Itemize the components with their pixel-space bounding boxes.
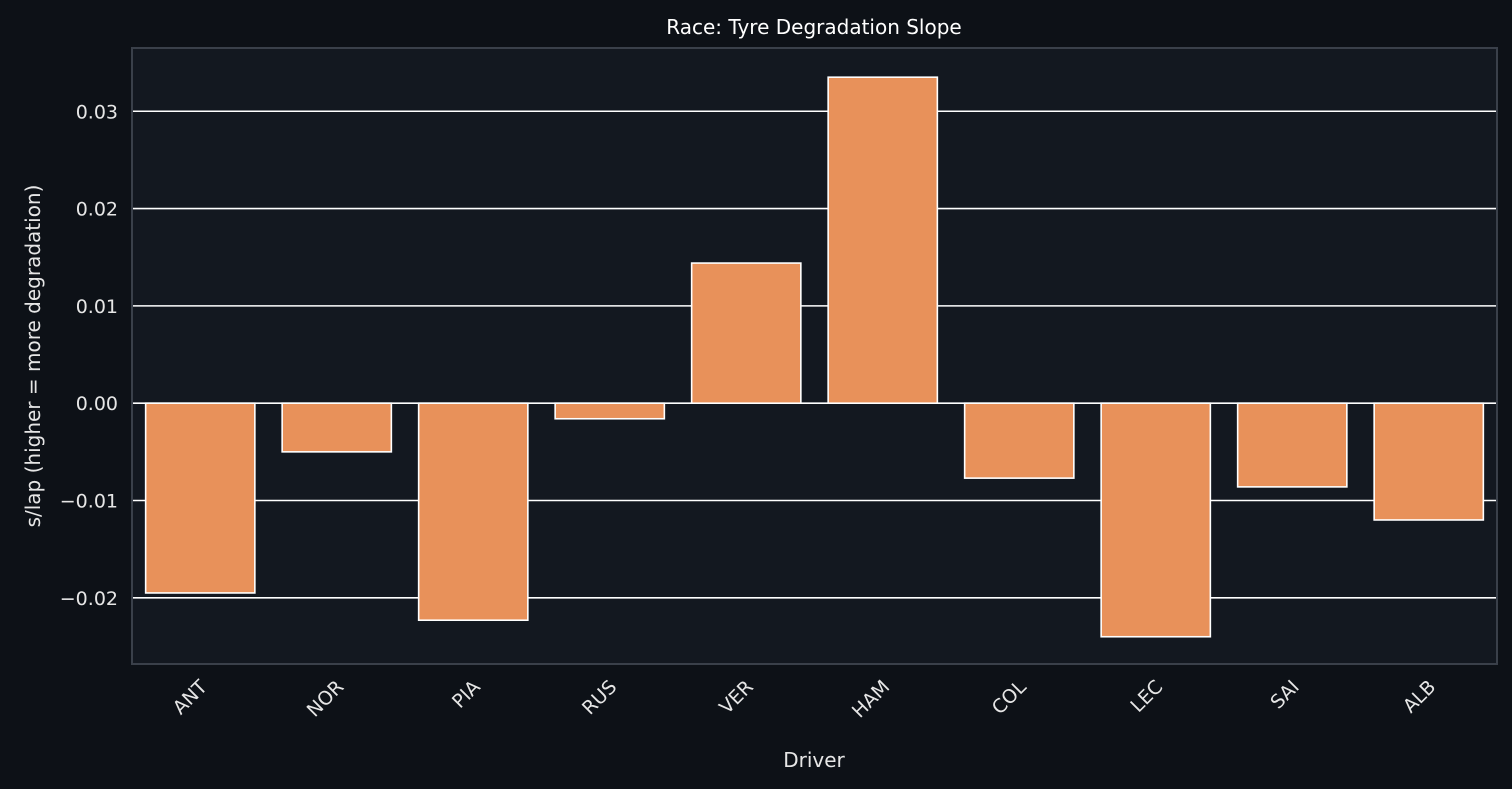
bar-ver bbox=[690, 262, 802, 404]
plot-area bbox=[132, 48, 1497, 664]
bar-nor bbox=[281, 402, 393, 453]
y-tick-label: 0.01 bbox=[76, 296, 118, 318]
y-tick-label: −0.02 bbox=[60, 588, 118, 610]
plot-frame bbox=[131, 47, 1498, 665]
y-tick-label: 0.00 bbox=[76, 393, 118, 415]
bar-sai bbox=[1236, 402, 1348, 488]
y-tick-label: 0.02 bbox=[76, 199, 118, 221]
y-tick-label: −0.01 bbox=[60, 491, 118, 513]
x-axis-label: Driver bbox=[783, 748, 845, 772]
bars bbox=[144, 76, 1485, 638]
chart-title: Race: Tyre Degradation Slope bbox=[666, 15, 961, 39]
bar-col bbox=[963, 402, 1075, 479]
y-axis-label: s/lap (higher = more degradation) bbox=[21, 185, 45, 528]
bar-rus bbox=[554, 402, 666, 420]
bar-alb bbox=[1373, 402, 1485, 521]
y-tick-label: 0.03 bbox=[76, 101, 118, 123]
bar-pia bbox=[417, 402, 529, 622]
bar-ant bbox=[144, 402, 256, 594]
y-tick-labels: −0.02 −0.01 0.00 0.01 0.02 0.03 bbox=[60, 101, 118, 610]
bar-ham bbox=[827, 76, 939, 404]
bar-lec bbox=[1100, 402, 1212, 638]
